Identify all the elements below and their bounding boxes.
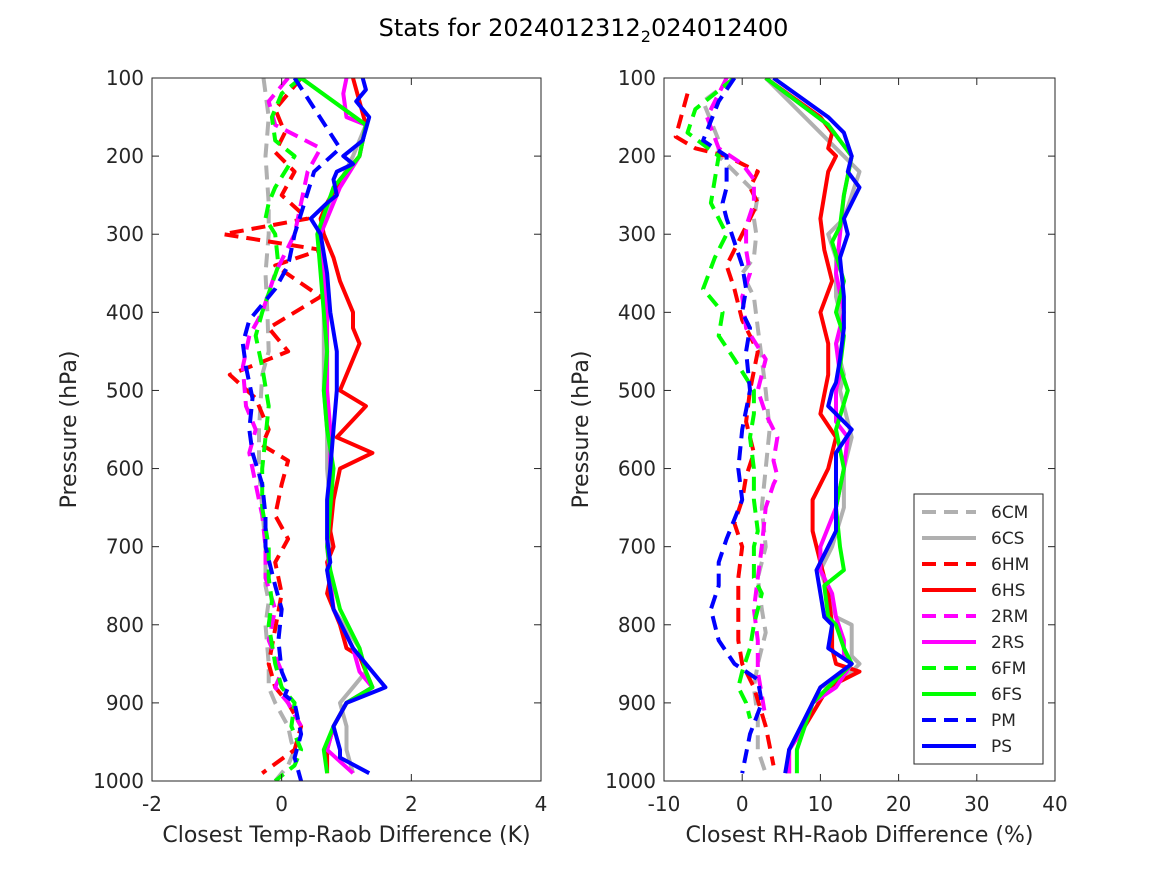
y-tick-label: 1000	[605, 769, 656, 793]
x-tick-label: 2	[405, 792, 418, 816]
y-tick-label: 500	[106, 378, 144, 402]
legend-label-6cm: 6CM	[991, 503, 1028, 523]
y-tick-label: 100	[618, 66, 656, 90]
series-line-6fs	[299, 78, 375, 774]
y-tick-label: 700	[618, 535, 656, 559]
y-tick-label: 800	[618, 613, 656, 637]
legend-label-ps: PS	[991, 737, 1012, 757]
y-tick-label: 500	[618, 378, 656, 402]
y-axis-label: Pressure (hPa)	[57, 351, 82, 509]
series-line-6hm	[673, 93, 776, 766]
y-tick-label: 400	[618, 300, 656, 324]
y-tick-label: 900	[618, 691, 656, 715]
legend-label-2rs: 2RS	[991, 633, 1024, 653]
y-tick-label: 300	[106, 222, 144, 246]
title-subscript: 2	[640, 26, 651, 46]
x-tick-label: 4	[535, 792, 548, 816]
legend-label-6hs: 6HS	[991, 581, 1025, 601]
legend-label-pm: PM	[991, 711, 1016, 731]
axes-box	[151, 77, 542, 782]
y-tick-label: 100	[106, 66, 144, 90]
legend-label-6hm: 6HM	[991, 555, 1029, 575]
x-tick-label: 0	[736, 792, 749, 816]
y-tick-label: 600	[106, 457, 144, 481]
x-tick-label: -10	[648, 792, 681, 816]
y-tick-label: 200	[106, 144, 144, 168]
series-line-pm	[701, 78, 764, 774]
y-tick-label: 900	[106, 691, 144, 715]
x-tick-label: 40	[1042, 792, 1067, 816]
x-tick-label: 20	[886, 792, 911, 816]
series-line-6fs	[764, 78, 854, 774]
series-line-6fm	[685, 78, 764, 719]
series-line-pm	[240, 78, 342, 781]
axes-box	[663, 77, 1056, 782]
y-tick-label: 300	[618, 222, 656, 246]
y-tick-label: 1000	[93, 769, 144, 793]
y-tick-label: 200	[618, 144, 656, 168]
y-tick-label: 400	[106, 300, 144, 324]
x-axis-label: Closest Temp-Raob Difference (K)	[162, 823, 530, 848]
x-tick-label: 0	[275, 792, 288, 816]
x-tick-label: 30	[964, 792, 989, 816]
y-axis-label: Pressure (hPa)	[569, 351, 594, 509]
legend-label-6cs: 6CS	[991, 529, 1024, 549]
y-tick-label: 800	[106, 613, 144, 637]
x-tick-label: 10	[808, 792, 833, 816]
rh-difference-panel: -10 0 10 20 30 40 100 200 300 400 500 600 700 800 900 1…	[569, 66, 1068, 848]
figure-title: Stats for 20240123122024012400	[0, 14, 1167, 46]
series-line-2rm	[705, 78, 780, 719]
legend: 6CM 6CS 6HM 6HS 2RM 2RS 6FM 6FS PM PS	[913, 493, 1044, 765]
series-line-6fm	[253, 78, 304, 781]
title-main: Stats for 2024012312	[378, 14, 641, 42]
legend-label-6fs: 6FS	[991, 685, 1022, 705]
x-axis-label: Closest RH-Raob Difference (%)	[686, 823, 1034, 848]
legend-label-2rm: 2RM	[991, 607, 1028, 627]
series-line-ps	[772, 78, 862, 774]
series-line-6hm	[221, 78, 323, 775]
temp-difference-panel: -2 0 2 4 100 200 300 400 500 600 700 800 900 1000 Clos…	[57, 66, 547, 848]
legend-label-6fm: 6FM	[991, 659, 1026, 679]
series-line-ps	[308, 78, 388, 775]
series-group	[221, 78, 388, 781]
y-tick-label: 600	[618, 457, 656, 481]
x-tick-label: -2	[142, 792, 162, 816]
y-tick-label: 700	[106, 535, 144, 559]
title-rest: 024012400	[650, 14, 789, 42]
series-group	[673, 78, 862, 774]
